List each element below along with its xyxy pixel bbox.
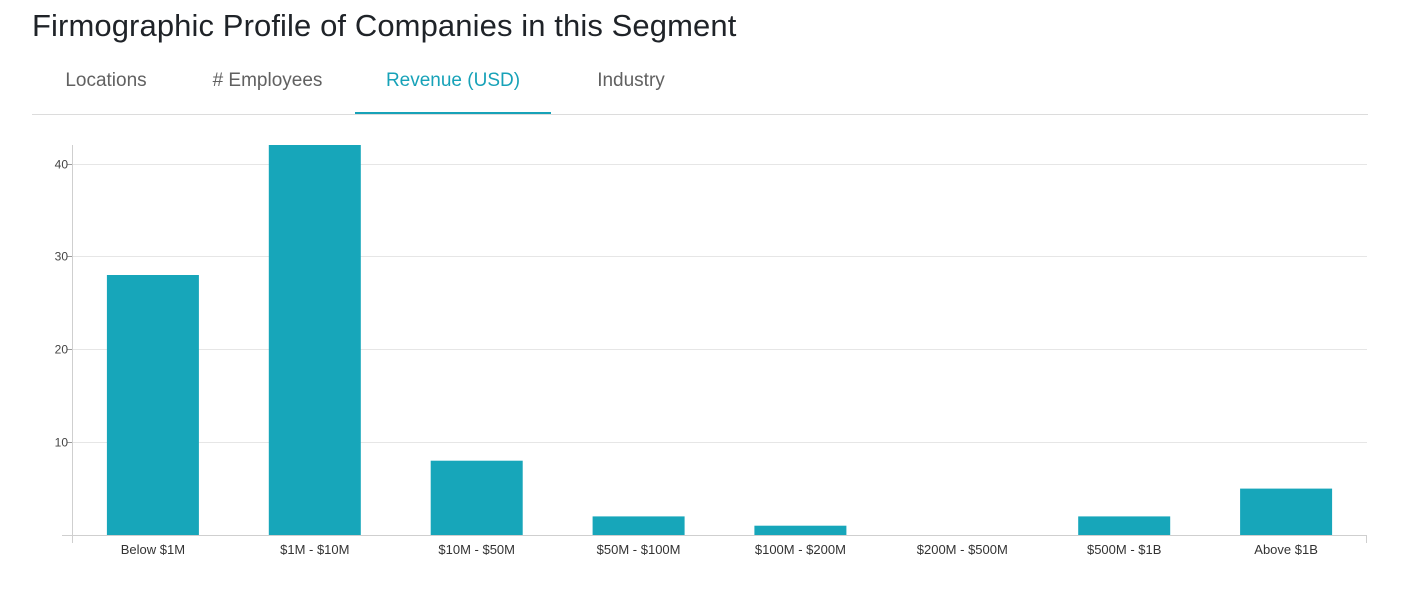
grid-lines: [72, 164, 1367, 443]
x-category-label: $1M - $10M: [280, 542, 349, 557]
bar: [754, 525, 847, 535]
bar: [430, 460, 523, 535]
category-labels: Below $1M $1M - $10M $10M - $50M $50M - $10…: [121, 542, 1318, 557]
axes: 10 20 30 40: [55, 145, 1367, 543]
x-category-label: $200M - $500M: [917, 542, 1008, 557]
tab-employees[interactable]: # Employees: [212, 70, 323, 91]
bar: [592, 516, 685, 535]
x-category-label: Below $1M: [121, 542, 185, 557]
x-category-label: $500M - $1B: [1087, 542, 1161, 557]
x-category-label: $100M - $200M: [755, 542, 846, 557]
tab-bar: Locations # Employees Revenue (USD) Indu…: [32, 52, 1368, 115]
tab-industry[interactable]: Industry: [597, 70, 665, 91]
y-tick-label: 40: [55, 158, 69, 172]
tab-locations[interactable]: Locations: [65, 70, 147, 91]
x-category-label: $10M - $50M: [438, 542, 515, 557]
bar: [1078, 516, 1171, 535]
tab-revenue[interactable]: Revenue (USD): [355, 52, 551, 114]
bar: [106, 275, 199, 535]
page-title: Firmographic Profile of Companies in thi…: [32, 8, 737, 43]
y-tick-label: 20: [55, 343, 69, 357]
bar: [1240, 488, 1333, 535]
x-category-label: Above $1B: [1254, 542, 1318, 557]
y-tick-label: 10: [55, 436, 69, 450]
bar: [268, 145, 361, 535]
y-tick-label: 30: [55, 250, 69, 264]
bars: [106, 145, 1333, 535]
x-category-label: $50M - $100M: [597, 542, 681, 557]
